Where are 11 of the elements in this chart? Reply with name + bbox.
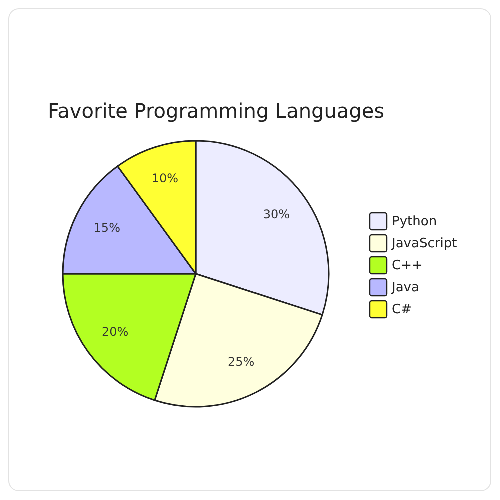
data-label: 20% [102, 324, 129, 339]
legend-label: JavaScript [391, 236, 458, 252]
data-label: 30% [263, 208, 290, 222]
legend-label: Python [392, 214, 438, 230]
legend-label: C++ [392, 258, 423, 274]
data-label: 25% [228, 355, 255, 370]
chart-title: Favorite Programming Languages [48, 99, 385, 123]
data-label: 15% [94, 220, 120, 235]
legend-label: Java [391, 280, 420, 296]
data-label: 10% [152, 171, 179, 186]
legend-label: C# [392, 302, 412, 318]
